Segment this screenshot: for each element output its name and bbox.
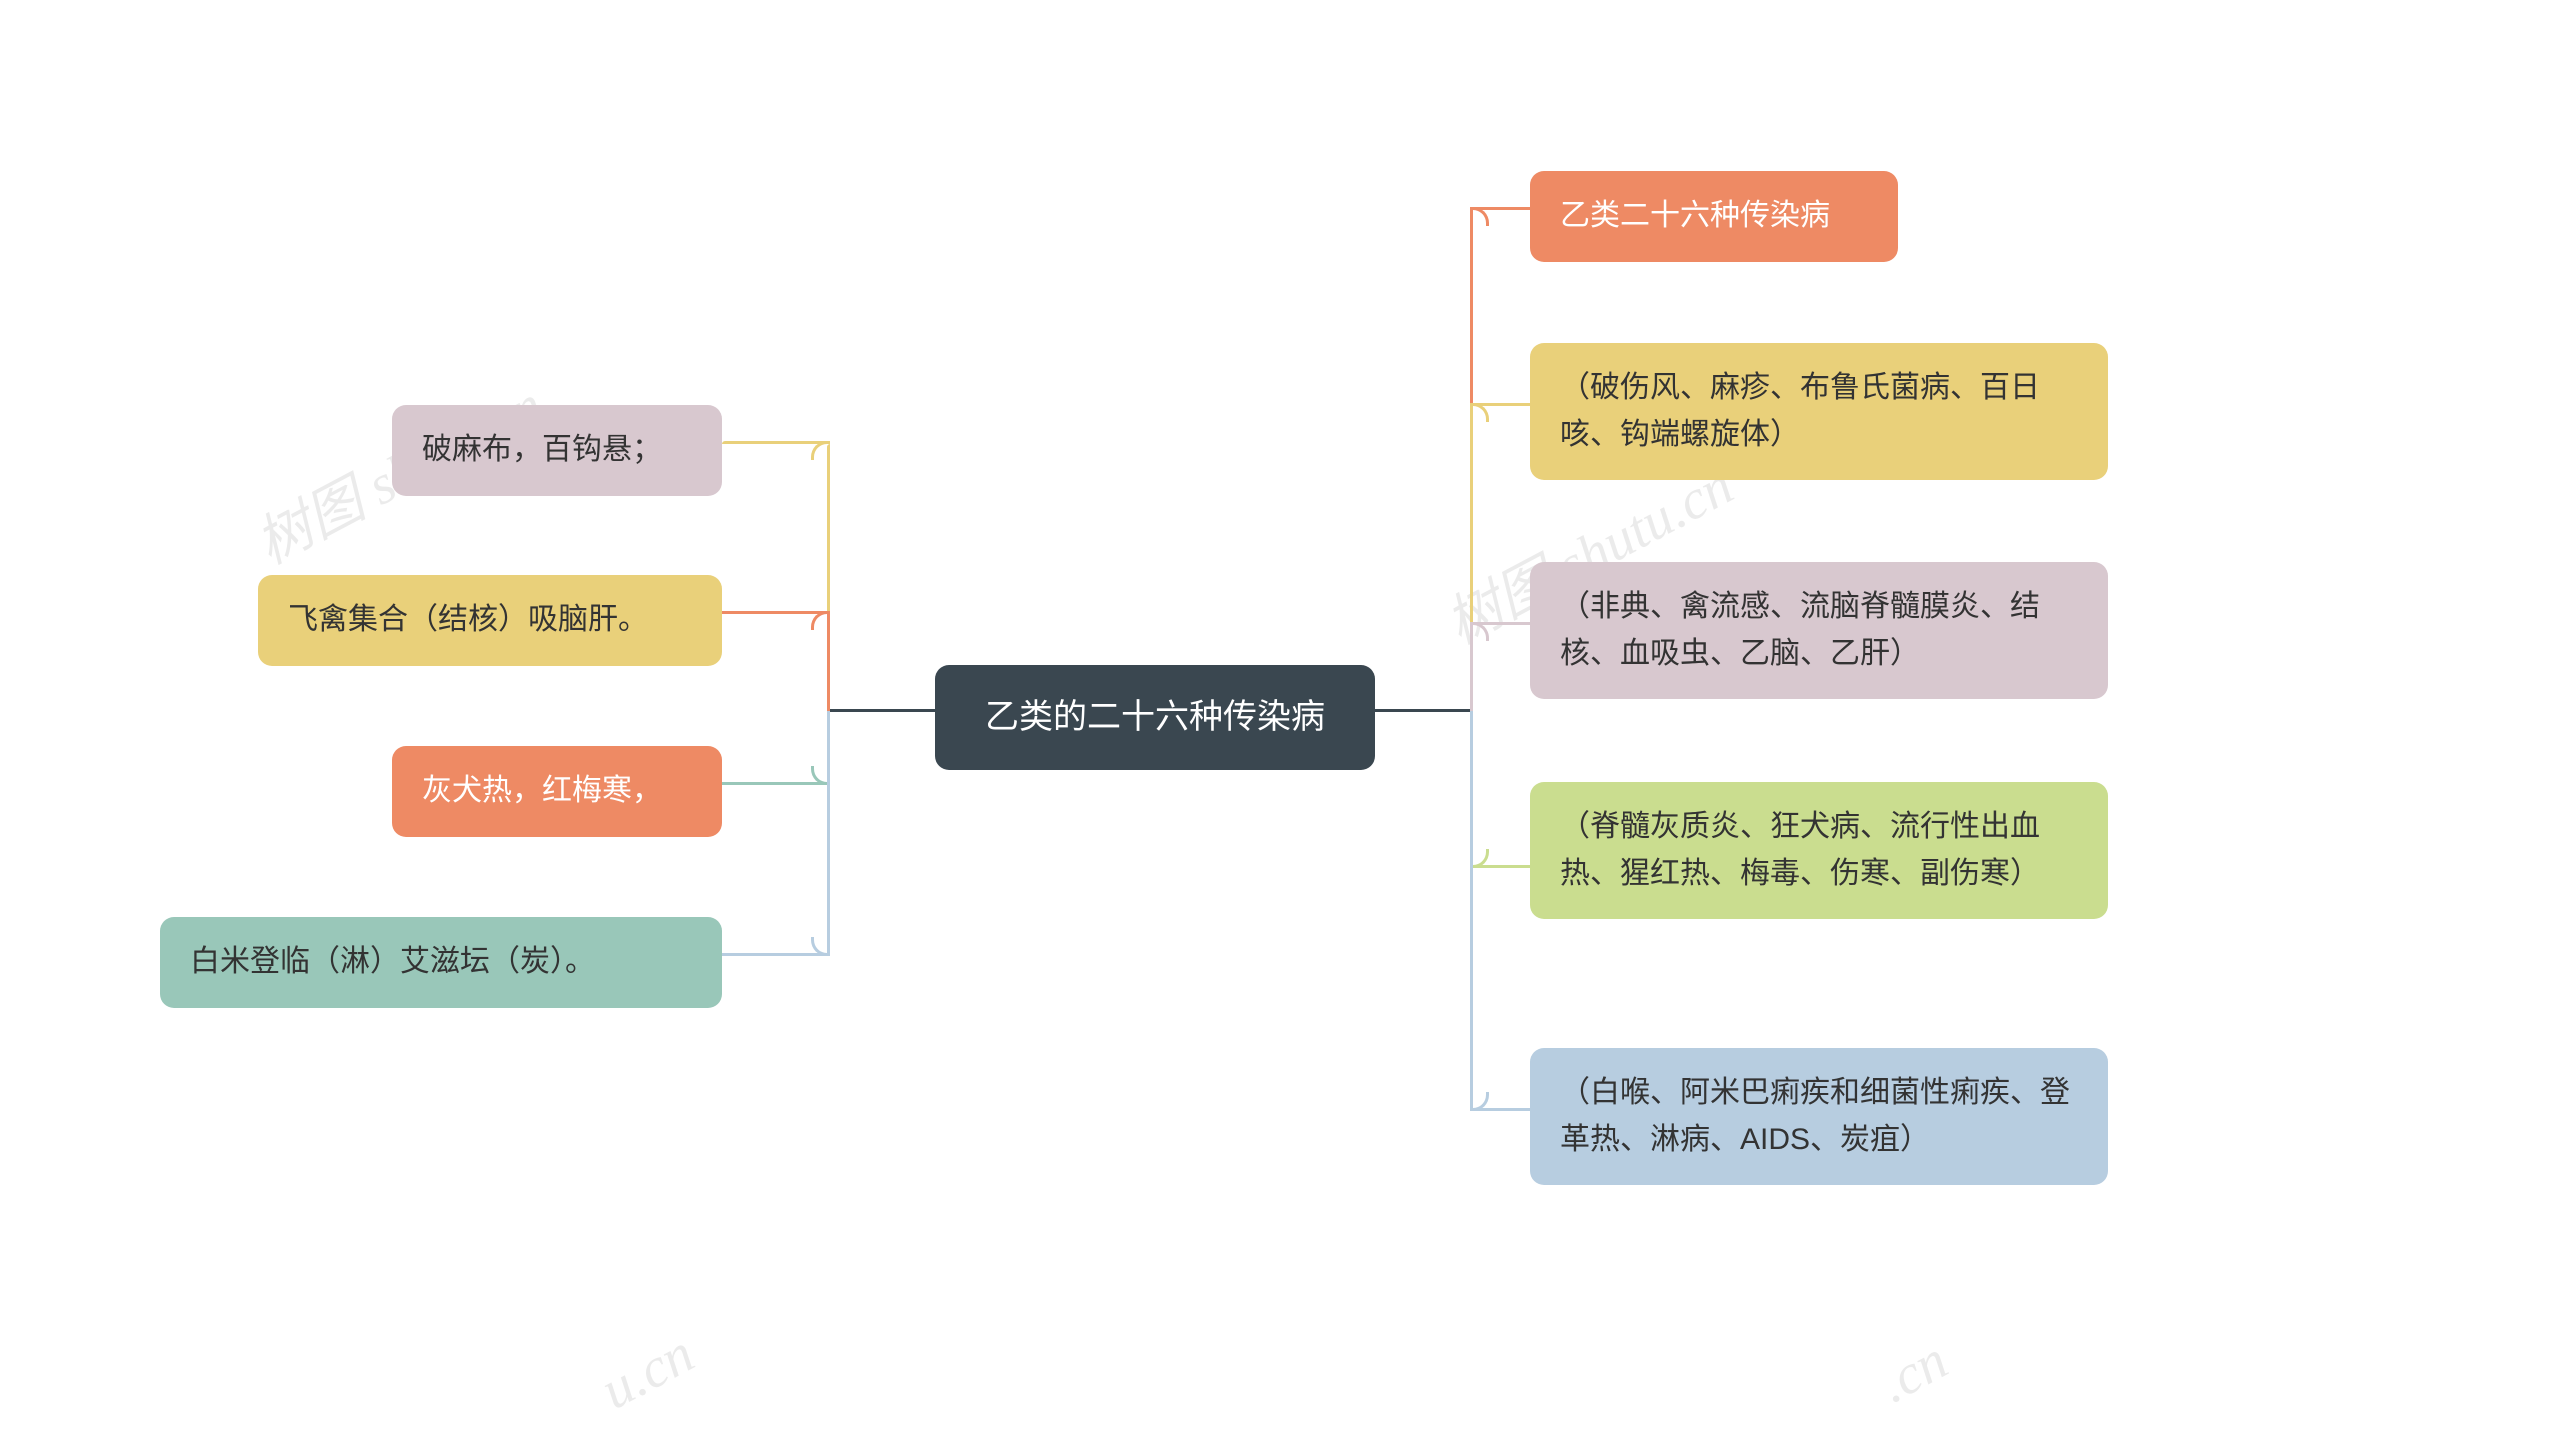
right-node-4: （白喉、阿米巴痢疾和细菌性痢疾、登革热、淋病、AIDS、炭疽） xyxy=(1530,1048,2108,1185)
connector-left-1-h xyxy=(722,611,830,614)
connector-right-stub xyxy=(1375,709,1470,712)
right-node-2: （非典、禽流感、流脑脊髓膜炎、结核、血吸虫、乙脑、乙肝） xyxy=(1530,562,2108,699)
connector-right-4-v xyxy=(1470,711,1473,1111)
left-node-3: 白米登临（淋）艾滋坛（炭）。 xyxy=(160,917,722,1008)
watermark: .cn xyxy=(1869,1328,1958,1416)
watermark: u.cn xyxy=(591,1321,705,1422)
mindmap-canvas: 树图 shutu.cn 树图 shutu.cn u.cn .cn 乙类的二十六种… xyxy=(0,0,2560,1453)
left-node-2: 灰犬热，红梅寒， xyxy=(392,746,722,837)
center-node: 乙类的二十六种传染病 xyxy=(935,665,1375,770)
left-node-1: 飞禽集合（结核）吸脑肝。 xyxy=(258,575,722,666)
left-node-0: 破麻布，百钩悬； xyxy=(392,405,722,496)
connector-left-stub xyxy=(830,709,935,712)
connector-left-0-h xyxy=(722,441,830,444)
right-node-1: （破伤风、麻疹、布鲁氏菌病、百日咳、钩端螺旋体） xyxy=(1530,343,2108,480)
right-node-3: （脊髓灰质炎、狂犬病、流行性出血热、猩红热、梅毒、伤寒、副伤寒） xyxy=(1530,782,2108,919)
right-node-0: 乙类二十六种传染病 xyxy=(1530,171,1898,262)
connector-left-2-h xyxy=(722,782,830,785)
connector-left-3-v xyxy=(827,711,830,956)
connector-left-3-h xyxy=(722,953,830,956)
